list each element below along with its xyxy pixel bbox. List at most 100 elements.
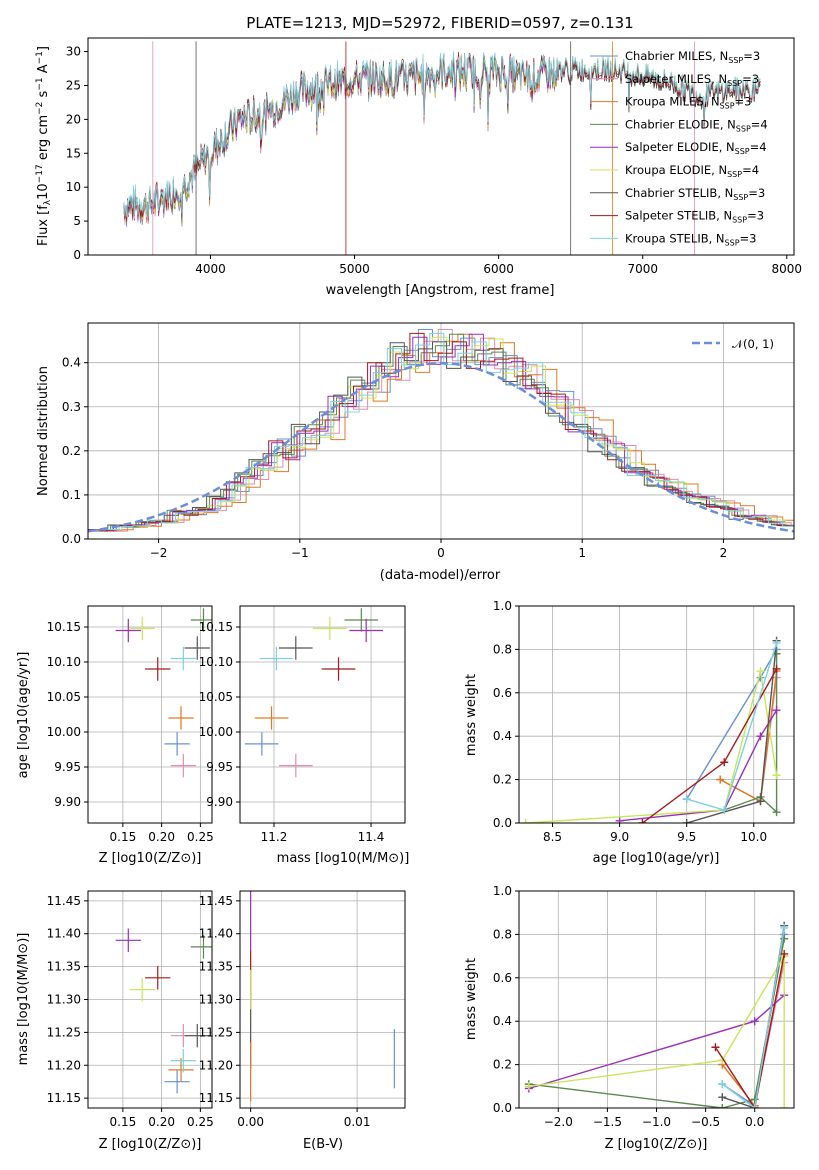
x-tick-label: 0.00 [237, 1115, 264, 1129]
weight-marker [716, 775, 725, 784]
x-tick-label: 0.20 [148, 1115, 175, 1129]
weight-marker [720, 805, 729, 814]
x-tick-label: 9.0 [610, 830, 629, 844]
x-tick-label: 0.01 [344, 1115, 371, 1129]
age-vs-metallicity-panel: 0.15 0.20 0.25 9.90 9.95 10.00 10.05 10.10 10.15… [16, 605, 214, 866]
y-tick-label: 25 [66, 78, 81, 92]
mass-vs-ebv-panel: 0.00 0.01 11.15 11.20 11.25 11.30 11.35 11.40 11… [199, 890, 406, 1152]
y-tick-label: 10.15 [199, 620, 233, 634]
y-tick-label: 11.25 [47, 1025, 81, 1039]
x-tick-label: 7000 [627, 262, 658, 276]
weight-ylabel: mass weight [464, 958, 479, 1040]
histogram-step [104, 333, 794, 531]
y-tick-label: 11.30 [199, 993, 233, 1007]
weight-marker [756, 667, 765, 676]
weight-marker [772, 771, 781, 780]
errorbars [115, 608, 212, 778]
x-tick-label: 1 [578, 546, 586, 560]
y-tick-label: 10.10 [199, 655, 233, 669]
weight-line [721, 934, 785, 1107]
y-tick-label: 0.8 [493, 642, 512, 656]
histogram-step [88, 333, 794, 532]
axes-frame [87, 37, 795, 256]
weight-marker [524, 1082, 533, 1091]
x-tick-label: −2 [150, 546, 168, 560]
weight-marker [780, 949, 789, 958]
weight-lines [524, 921, 789, 1108]
x-tick-label: 8000 [772, 262, 803, 276]
spectrum-line [123, 51, 761, 218]
weight-marker [780, 1104, 789, 1108]
histogram-step [99, 329, 794, 532]
y-tick-label: 0.4 [493, 729, 512, 743]
mass-vs-metallicity-panel: 0.15 0.20 0.25 11.15 11.20 11.25 11.30 11.35 11.… [16, 890, 214, 1152]
weight-marker [521, 819, 530, 823]
residual-xlabel: (data-model)/error [380, 568, 501, 583]
y-tick-label: 10.00 [47, 725, 81, 739]
y-tick-label: 11.20 [199, 1058, 233, 1072]
y-tick-label: 0.4 [62, 356, 81, 370]
spectrum-panel: PLATE=1213, MJD=52972, FIBERID=0597, z=0… [35, 14, 802, 298]
weight-marker [638, 819, 647, 823]
histogram-step [88, 333, 789, 532]
legend-label: Kroupa STELIB, NSSP=3 [625, 231, 756, 247]
y-tick-label: 0.4 [493, 1014, 512, 1028]
y-tick-label: 0.0 [493, 816, 512, 830]
weight-line [525, 670, 778, 823]
x-tick-label: −2.0 [544, 1115, 573, 1129]
y-tick-label: 9.90 [206, 795, 233, 809]
histogram-step [88, 332, 792, 532]
y-tick-label: 10.05 [199, 690, 233, 704]
y-tick-label: 30 [66, 45, 81, 59]
legend-label: 𝒩(0, 1) [732, 337, 774, 351]
spectrum-legend: Chabrier MILES, NSSP=3 Salpeter MILES, NS… [590, 49, 768, 247]
weight-vs-metallicity-panel: −2.0 −1.5 −1.0 −0.5 0.0 0.0 0.2 0.4 0.6 0.8 1.0 Z [… [464, 884, 795, 1152]
errorbars [245, 608, 384, 778]
weight-marker [750, 1104, 759, 1108]
errorbars [115, 928, 212, 1094]
axes-frame [87, 322, 795, 540]
weight-marker [711, 1043, 720, 1052]
legend-label: Kroupa MILES, NSSP=3 [625, 95, 751, 111]
y-tick-label: 0.2 [62, 444, 81, 458]
weight-line [721, 955, 785, 1108]
y-tick-label: 1.0 [493, 884, 512, 898]
residual-ylabel: Normed distribution [36, 366, 51, 496]
x-tick-label: 2 [720, 546, 728, 560]
x-tick-label: 0.25 [187, 1115, 214, 1129]
weight-marker [682, 819, 691, 823]
weight-marker [718, 1104, 727, 1108]
legend-label: Salpeter STELIB, NSSP=3 [625, 209, 764, 225]
x-tick-label: 5000 [339, 262, 370, 276]
mass-xlabel: mass [log10(M/M⊙)] [277, 851, 410, 866]
y-tick-label: 11.45 [47, 894, 81, 908]
y-tick-label: 0.6 [493, 971, 512, 985]
y-tick-label: 11.30 [47, 993, 81, 1007]
legend-label: Chabrier ELODIE, NSSP=4 [625, 117, 768, 133]
axes-frame [518, 605, 795, 824]
y-tick-label: 10.10 [47, 655, 81, 669]
x-tick-label: 11.2 [261, 830, 288, 844]
mass-ylabel: mass [log10(M/M⊙)] [16, 933, 31, 1066]
y-tick-label: 1.0 [493, 599, 512, 613]
y-tick-label: 0.2 [493, 1058, 512, 1072]
weight-marker [718, 1093, 727, 1102]
y-tick-label: 9.95 [206, 760, 233, 774]
x-tick-label: 0.0 [745, 1115, 764, 1129]
weight-marker [780, 923, 789, 932]
axes-frame [87, 890, 213, 1109]
weight-marker [750, 1095, 759, 1104]
y-tick-label: 5 [73, 214, 81, 228]
y-tick-label: 0.1 [62, 488, 81, 502]
metallicity-xlabel: Z [log10(Z/Z⊙)] [99, 1137, 202, 1152]
legend-label: Kroupa ELODIE, NSSP=4 [625, 163, 759, 179]
y-tick-label: 10 [66, 180, 81, 194]
y-tick-label: 9.95 [54, 760, 81, 774]
spectrum-ylabel: Flux [fλ10−17 erg cm−2 s−1 A−1] [35, 46, 53, 246]
age-xlabel: age [log10(age/yr)] [593, 851, 720, 866]
ebv-xlabel: E(B-V) [303, 1137, 343, 1152]
metallicity-xlabel: Z [log10(Z/Z⊙)] [605, 1137, 708, 1152]
weight-marker [772, 808, 781, 817]
y-tick-label: 0.8 [493, 927, 512, 941]
